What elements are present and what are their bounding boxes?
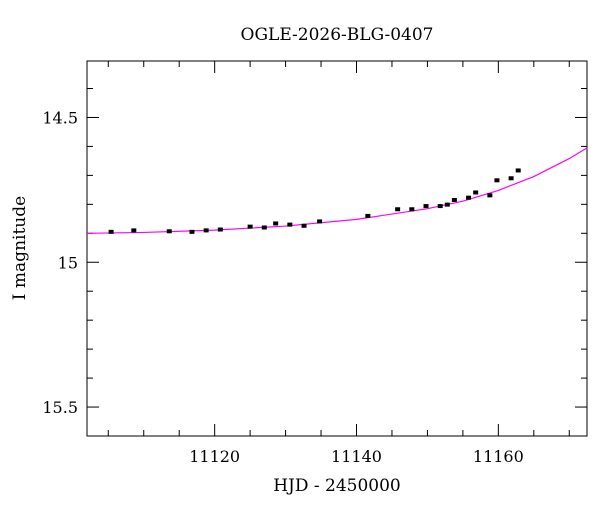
data-point [508,176,514,181]
x-tick-label: 11160 [473,447,524,466]
data-point [261,225,267,230]
data-point [217,227,223,232]
data-points [108,168,521,234]
data-point [494,178,500,183]
data-point [273,221,279,226]
tick-labels: 11120 11140 11160 14.5 15 15.5 [42,108,523,466]
data-point [437,204,443,209]
y-axis-label: I magnitude [10,196,30,300]
data-point [487,193,493,198]
data-point [444,202,450,207]
model-line [86,147,588,234]
data-point [466,195,472,200]
data-point [451,197,457,202]
data-point [365,213,371,218]
y-tick-label: 15.5 [42,398,78,417]
data-point [409,207,415,212]
plot-frame [86,60,588,437]
data-point [166,229,172,234]
x-tick-label: 11140 [331,447,382,466]
axis-ticks [87,61,587,437]
y-tick-label: 15 [58,253,78,272]
data-point [131,228,137,233]
data-point [247,224,253,229]
data-point [189,229,195,234]
data-point [203,228,209,233]
data-point [287,222,293,227]
data-point [515,168,521,173]
y-tick-label: 14.5 [42,108,78,127]
model-curve [86,147,588,234]
chart-title: OGLE-2026-BLG-0407 [241,25,434,45]
x-axis-label: HJD - 2450000 [273,476,401,496]
data-point [108,229,114,234]
data-point [423,204,429,209]
data-point [395,207,401,212]
data-point [473,190,479,195]
x-tick-label: 11120 [189,447,240,466]
data-point [317,219,323,224]
data-point [301,223,307,228]
